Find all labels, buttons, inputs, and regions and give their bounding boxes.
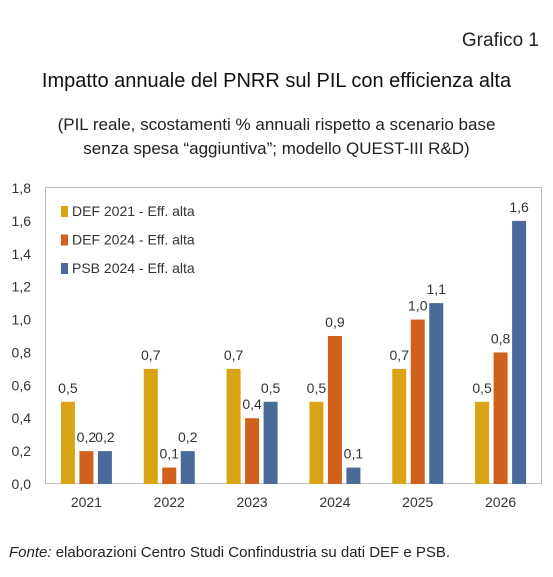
data-label: 0,5	[261, 380, 281, 396]
data-label: 0,5	[58, 380, 78, 396]
y-tick-label: 1,6	[12, 213, 32, 229]
y-tick-label: 1,0	[12, 312, 32, 328]
data-label: 1,0	[408, 298, 428, 314]
x-tick-label: 2022	[154, 494, 185, 510]
legend-swatch	[61, 234, 68, 246]
y-tick-label: 1,4	[12, 246, 32, 262]
subtitle-line-1: (PIL reale, scostamenti % annuali rispet…	[57, 115, 496, 134]
data-label: 0,7	[141, 347, 161, 363]
bar	[162, 467, 177, 484]
data-label: 0,9	[325, 314, 345, 330]
bar	[392, 368, 407, 484]
bar	[180, 451, 195, 484]
data-label: 0,4	[242, 396, 262, 412]
bar	[226, 368, 241, 484]
bar	[79, 451, 94, 484]
y-tick-label: 0,6	[12, 377, 32, 393]
bar	[512, 220, 527, 484]
source-text: elaborazioni Centro Studi Confindustria …	[51, 544, 451, 561]
legend-label: PSB 2024 - Eff. alta	[72, 260, 195, 276]
y-tick-label: 1,2	[12, 279, 32, 295]
bar	[245, 418, 260, 484]
bar	[143, 368, 158, 484]
source-note: Fonte: elaborazioni Centro Studi Confind…	[9, 544, 450, 561]
data-label: 0,2	[95, 429, 115, 445]
bar	[97, 451, 112, 484]
bar	[493, 352, 508, 484]
x-tick-label: 2025	[402, 494, 433, 510]
y-tick-label: 0,4	[12, 410, 32, 426]
x-tick-label: 2023	[237, 494, 268, 510]
data-label: 0,8	[491, 330, 511, 346]
data-label: 0,1	[160, 446, 180, 462]
data-label: 1,1	[427, 281, 447, 297]
y-tick-label: 0,0	[12, 476, 32, 492]
bar	[410, 319, 425, 484]
y-tick-label: 0,2	[12, 443, 32, 459]
x-tick-label: 2026	[485, 494, 516, 510]
bar	[327, 336, 342, 484]
data-label: 0,2	[77, 429, 97, 445]
data-label: 0,5	[472, 380, 492, 396]
data-label: 0,7	[390, 347, 410, 363]
chart-subtitle: (PIL reale, scostamenti % annuali rispet…	[0, 113, 553, 161]
bar	[263, 401, 278, 484]
legend-label: DEF 2021 - Eff. alta	[72, 203, 195, 219]
data-label: 0,5	[307, 380, 327, 396]
chart-number-label: Grafico 1	[461, 30, 539, 51]
data-label: 0,7	[224, 347, 244, 363]
x-tick-label: 2024	[319, 494, 350, 510]
x-tick-label: 2021	[71, 494, 102, 510]
data-label: 1,6	[509, 199, 529, 215]
chart-plot-frame	[45, 187, 542, 484]
legend-label: DEF 2024 - Eff. alta	[72, 232, 195, 248]
bar	[309, 401, 324, 484]
data-label: 0,2	[178, 429, 198, 445]
subtitle-line-2: senza spesa “aggiuntiva”; modello QUEST-…	[83, 139, 470, 158]
y-tick-label: 0,8	[12, 344, 32, 360]
bar	[429, 303, 444, 484]
y-tick-label: 1,8	[12, 180, 32, 196]
source-lead: Fonte:	[9, 544, 52, 561]
chart-title: Impatto annuale del PNRR sul PIL con eff…	[41, 70, 512, 92]
bar	[475, 401, 490, 484]
legend-swatch	[61, 206, 68, 217]
legend-swatch	[61, 263, 68, 274]
data-label: 0,1	[344, 446, 364, 462]
bar	[60, 401, 75, 484]
bar	[346, 467, 361, 484]
